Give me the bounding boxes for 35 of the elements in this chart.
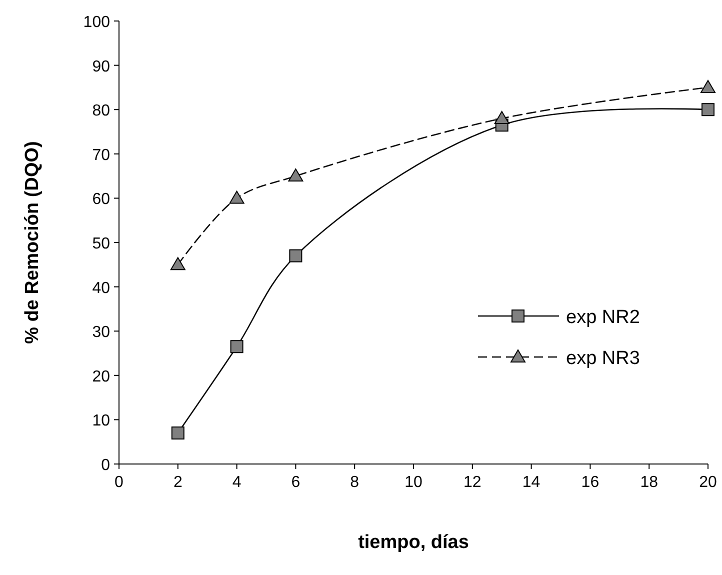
y-tick-label: 10 [92,412,110,430]
y-tick-label: 20 [92,368,110,386]
x-tick-label: 0 [114,474,124,491]
point [289,249,302,262]
x-tick-label: 12 [464,474,482,491]
y-tick-label: 90 [92,58,110,76]
x-tick-label: 18 [640,474,658,491]
y-tick-label: 100 [83,14,110,31]
point [494,110,510,124]
x-tick-label: 14 [522,474,540,491]
y-tick-label: 60 [92,191,110,208]
point [229,190,244,204]
point [230,340,244,354]
x-tick-label: 8 [350,474,360,491]
point [700,80,716,93]
x-tick-label: 10 [404,474,422,491]
legend-label: exp NR2 [566,307,640,328]
x-tick-label: 4 [232,474,242,491]
y-tick-label: 50 [92,236,110,252]
x-tick-label: 16 [581,474,600,491]
x-tick-label: 6 [291,474,300,491]
y-tick-label: 40 [92,280,110,297]
point [702,103,714,116]
x-tick-label: 20 [699,474,717,491]
x-tick-label: 2 [173,474,182,491]
point [170,257,186,270]
x-axis-title: tiempo, días [358,532,469,553]
y-tick-label: 0 [101,457,110,474]
y-axis-title: % de Remoción (DQO) [22,141,43,344]
point [288,168,304,182]
legend-label: exp NR3 [566,348,640,369]
y-tick-label: 30 [92,324,110,342]
y-tick-label: 70 [92,146,110,164]
y-tick-label: 80 [92,102,110,120]
point [171,426,184,440]
